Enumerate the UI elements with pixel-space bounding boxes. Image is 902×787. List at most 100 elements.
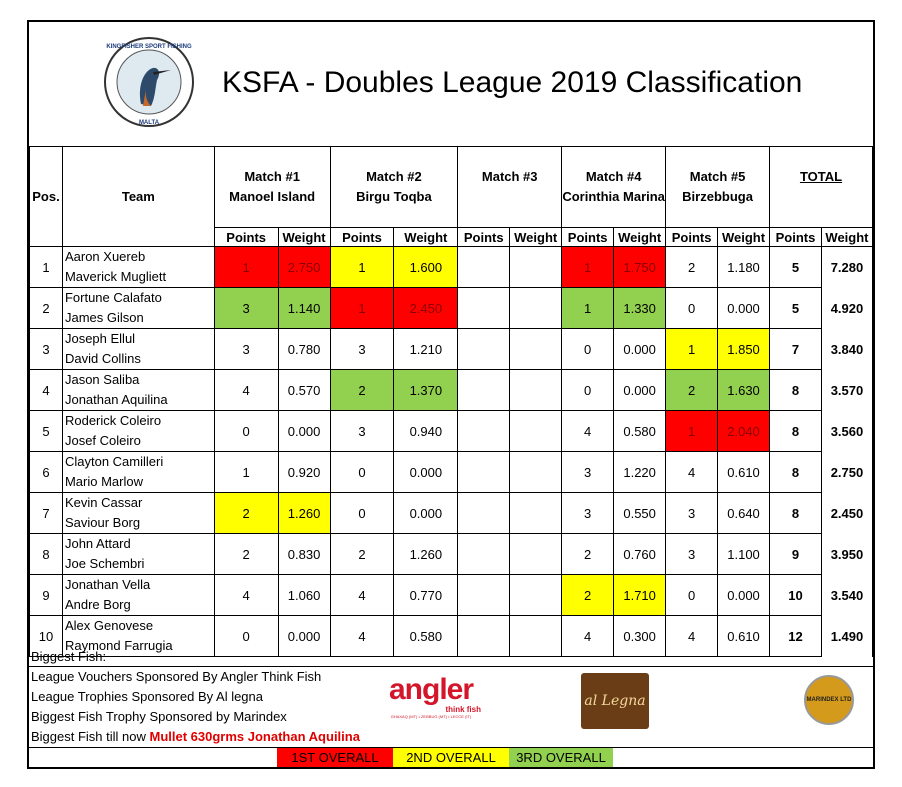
match-points-cell: 2 xyxy=(561,533,615,575)
total-points-cell: 8 xyxy=(769,410,822,452)
subheader-row: Points Weight Points Weight Points Weight Poin… xyxy=(30,227,874,247)
match-points-cell: 3 xyxy=(213,328,279,370)
match-points-cell: 2 xyxy=(329,533,395,575)
match-weight-cell xyxy=(509,492,563,534)
total-weight-cell: 2.450 xyxy=(820,492,874,534)
match-points-cell: 0 xyxy=(213,410,279,452)
match-points-cell: 4 xyxy=(329,615,395,657)
position-cell: 4 xyxy=(29,369,63,411)
angler-tagline: think fish xyxy=(445,705,481,714)
match-points-cell: 3 xyxy=(329,410,395,452)
team-cell: Roderick Coleiro Josef Coleiro xyxy=(61,410,215,452)
header-match-4: Match #4 Corinthia Marina xyxy=(561,146,667,228)
match-points-cell: 2 xyxy=(329,369,395,411)
match-weight-cell: 1.210 xyxy=(393,328,459,370)
match-points-cell: 4 xyxy=(561,410,615,452)
subheader-weight: Weight xyxy=(277,227,331,247)
kingfisher-logo: KINGFISHER SPORT FISHING MALTA xyxy=(104,37,194,127)
position-cell: 7 xyxy=(29,492,63,534)
team-cell: Fortune Calafato James Gilson xyxy=(61,287,215,329)
match-weight-cell xyxy=(509,410,563,452)
match-points-cell: 2 xyxy=(213,533,279,575)
match-weight-cell: 0.000 xyxy=(277,410,331,452)
total-points-cell: 9 xyxy=(769,533,822,575)
match-points-cell xyxy=(457,492,511,534)
team-member: David Collins xyxy=(64,351,141,366)
match-weight-cell: 0.550 xyxy=(613,492,667,534)
team-member: Jonathan Vella xyxy=(64,577,151,592)
legend-first: 1ST OVERALL xyxy=(277,748,393,767)
subheader-points: Points xyxy=(329,227,395,247)
header-team: Team xyxy=(61,146,215,247)
team-member: Alex Genovese xyxy=(64,618,154,633)
total-points-cell: 8 xyxy=(769,492,822,534)
team-cell: Aaron Xuereb Maverick Mugliett xyxy=(61,246,215,288)
match-weight-cell: 1.330 xyxy=(613,287,667,329)
header-total: TOTAL xyxy=(769,146,873,228)
match-points-cell: 3 xyxy=(561,492,615,534)
match-weight-cell: 0.000 xyxy=(717,574,770,616)
team-cell: Clayton Camilleri Mario Marlow xyxy=(61,451,215,493)
match-points-cell xyxy=(457,410,511,452)
position-cell: 6 xyxy=(29,451,63,493)
total-weight-cell: 4.920 xyxy=(820,287,874,329)
match-points-cell: 3 xyxy=(665,492,719,534)
match-name: Match #4 xyxy=(585,169,642,184)
match-weight-cell: 1.180 xyxy=(717,246,770,288)
match-points-cell: 3 xyxy=(665,533,719,575)
match-weight-cell: 1.260 xyxy=(393,533,459,575)
team-member: Jason Saliba xyxy=(64,372,140,387)
subheader-points: Points xyxy=(769,227,822,247)
table-row: 8 John Attard Joe Schembri 2 0.830 2 1.260 2 0.7… xyxy=(29,533,874,575)
team-member: Kevin Cassar xyxy=(64,495,143,510)
match-weight-cell xyxy=(509,287,563,329)
total-label: TOTAL xyxy=(799,169,843,184)
match-weight-cell: 1.710 xyxy=(613,574,667,616)
total-weight-cell: 3.950 xyxy=(820,533,874,575)
match-weight-cell xyxy=(509,369,563,411)
match-weight-cell: 0.580 xyxy=(613,410,667,452)
match-points-cell: 0 xyxy=(665,574,719,616)
match-weight-cell: 0.610 xyxy=(717,615,770,657)
match-points-cell xyxy=(457,369,511,411)
match-weight-cell: 0.920 xyxy=(277,451,331,493)
team-member: Joe Schembri xyxy=(64,556,145,571)
match-points-cell: 4 xyxy=(213,574,279,616)
sponsor-line-vouchers: League Vouchers Sponsored By Angler Thin… xyxy=(31,669,322,684)
angler-logo: angler think fish GHAXAQ (MT) • ZEBBUG (… xyxy=(381,675,481,725)
legend: 1ST OVERALL 2ND OVERALL 3RD OVERALL xyxy=(29,748,873,767)
header-pos: Pos. xyxy=(29,146,63,247)
match-weight-cell: 0.000 xyxy=(613,328,667,370)
match-points-cell: 2 xyxy=(213,492,279,534)
match-points-cell: 1 xyxy=(329,287,395,329)
svg-text:MALTA: MALTA xyxy=(139,120,160,126)
match-weight-cell: 1.370 xyxy=(393,369,459,411)
match-points-cell: 0 xyxy=(329,492,395,534)
match-points-cell: 4 xyxy=(665,451,719,493)
team-member: John Attard xyxy=(64,536,131,551)
match-weight-cell xyxy=(509,574,563,616)
match-weight-cell xyxy=(509,533,563,575)
header-match-3: Match #3 xyxy=(457,146,563,228)
match-points-cell: 1 xyxy=(213,246,279,288)
record-prefix: Biggest Fish till now xyxy=(31,729,150,744)
match-points-cell: 1 xyxy=(213,451,279,493)
match-weight-cell: 1.630 xyxy=(717,369,770,411)
header-match-1: Match #1 Manoel Island xyxy=(213,146,331,228)
total-points-cell: 8 xyxy=(769,369,822,411)
team-cell: Jason Saliba Jonathan Aquilina xyxy=(61,369,215,411)
sponsors-section: League Vouchers Sponsored By Angler Thin… xyxy=(29,667,873,748)
team-cell: John Attard Joe Schembri xyxy=(61,533,215,575)
table-row: 5 Roderick Coleiro Josef Coleiro 0 0.000 3 0.9… xyxy=(29,410,874,452)
match-name: Match #3 xyxy=(481,169,538,184)
svg-text:KINGFISHER SPORT FISHING: KINGFISHER SPORT FISHING xyxy=(106,44,192,50)
total-points-cell: 5 xyxy=(769,287,822,329)
total-weight-cell: 3.570 xyxy=(820,369,874,411)
table-row: 6 Clayton Camilleri Mario Marlow 1 0.920 0 0.0… xyxy=(29,451,874,493)
header-match-2: Match #2 Birgu Toqba xyxy=(329,146,459,228)
match-weight-cell: 0.000 xyxy=(717,287,770,329)
total-points-cell: 5 xyxy=(769,246,822,288)
match-weight-cell: 0.000 xyxy=(393,451,459,493)
match-points-cell xyxy=(457,533,511,575)
table-row: 10 Alex Genovese Raymond Farrugia 0 0.000 4 0.… xyxy=(29,615,874,657)
